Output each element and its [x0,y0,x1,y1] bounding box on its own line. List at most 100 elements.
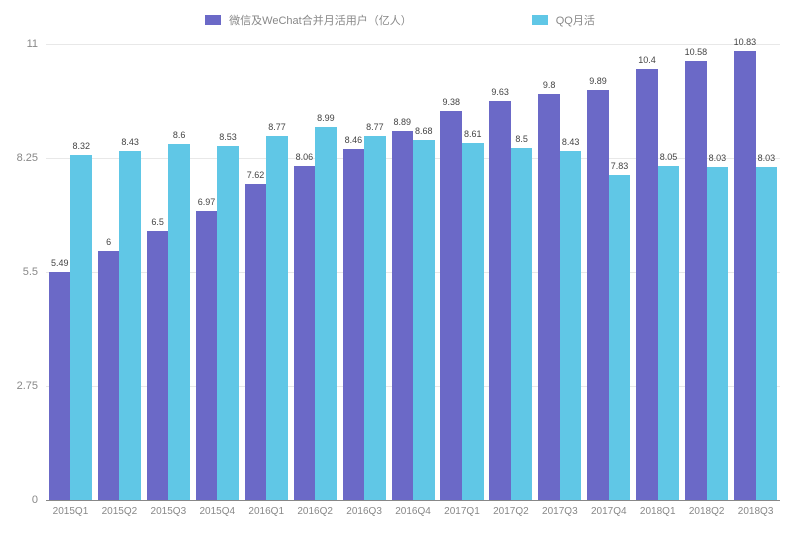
x-tick-label: 2015Q4 [199,500,235,517]
y-tick-label: 5.5 [23,266,46,278]
bar-value-label: 8.32 [72,141,90,151]
bar-group: 6.58.62015Q3 [144,44,193,500]
bar-value-label: 9.38 [442,97,460,107]
bar-qq: 8.43 [119,151,141,500]
x-tick-label: 2016Q2 [297,500,333,517]
bar-wechat: 7.62 [245,184,267,500]
bar-value-label: 10.58 [685,47,708,57]
bar-value-label: 8.06 [296,152,314,162]
y-tick-label: 0 [32,494,46,506]
bar-wechat: 10.58 [685,61,707,500]
plot-area: 02.755.58.2511 5.498.322015Q168.432015Q2… [46,44,780,500]
bar-value-label: 10.83 [734,37,757,47]
x-tick-label: 2017Q3 [542,500,578,517]
bar-value-label: 6.5 [151,217,164,227]
x-tick-label: 2015Q3 [151,500,187,517]
x-tick-label: 2015Q2 [102,500,138,517]
bar-value-label: 6.97 [198,197,216,207]
bar-wechat: 6.5 [147,231,169,500]
bar-group: 7.628.772016Q1 [242,44,291,500]
x-tick-label: 2015Q1 [53,500,89,517]
bar-value-label: 8.05 [660,152,678,162]
bar-wechat: 8.46 [343,149,365,500]
bar-qq: 8.99 [315,127,337,500]
bar-wechat: 10.4 [636,69,658,500]
bar-qq: 8.32 [70,155,92,500]
bar-value-label: 9.8 [543,80,556,90]
legend-item-wechat: 微信及WeChat合并月活用户（亿人） [205,12,412,28]
bar-wechat: 9.63 [489,101,511,500]
bar-group: 9.897.832017Q4 [584,44,633,500]
bar-value-label: 8.77 [268,122,286,132]
legend-item-qq: QQ月活 [532,12,595,28]
bar-wechat: 9.8 [538,94,560,500]
x-tick-label: 2016Q4 [395,500,431,517]
y-tick-label: 11 [27,38,46,50]
bar-value-label: 5.49 [51,258,69,268]
bar-group: 8.068.992016Q2 [291,44,340,500]
bar-value-label: 8.5 [515,134,528,144]
bar-value-label: 8.68 [415,126,433,136]
bar-qq: 8.05 [658,166,680,500]
bar-qq: 8.77 [364,136,386,500]
bar-value-label: 10.4 [638,55,656,65]
x-tick-label: 2016Q1 [248,500,284,517]
bar-qq: 8.77 [266,136,288,500]
bar-group: 9.638.52017Q2 [486,44,535,500]
bar-qq: 8.53 [217,146,239,500]
bar-group: 9.388.612017Q1 [438,44,487,500]
bar-value-label: 8.03 [758,153,776,163]
bar-qq: 8.68 [413,140,435,500]
bar-wechat: 9.38 [440,111,462,500]
bar-group: 10.48.052018Q1 [633,44,682,500]
bar-group: 9.88.432017Q3 [535,44,584,500]
legend-swatch [205,15,221,25]
bar-wechat: 8.06 [294,166,316,500]
bar-group: 6.978.532015Q4 [193,44,242,500]
bar-value-label: 8.89 [394,117,412,127]
bar-wechat: 6.97 [196,211,218,500]
x-tick-label: 2016Q3 [346,500,382,517]
bar-value-label: 8.77 [366,122,384,132]
bar-value-label: 9.63 [491,87,509,97]
bar-qq: 8.61 [462,143,484,500]
legend-swatch [532,15,548,25]
bar-qq: 7.83 [609,175,631,500]
x-tick-label: 2017Q1 [444,500,480,517]
x-tick-label: 2018Q2 [689,500,725,517]
bar-value-label: 8.46 [345,135,363,145]
bar-group: 68.432015Q2 [95,44,144,500]
bar-wechat: 6 [98,251,120,500]
x-tick-label: 2018Q1 [640,500,676,517]
y-tick-label: 2.75 [17,380,46,392]
bar-value-label: 8.53 [219,132,237,142]
bar-wechat: 9.89 [587,90,609,500]
bar-wechat: 8.89 [392,131,414,500]
chart-container: 微信及WeChat合并月活用户（亿人） QQ月活 02.755.58.2511 … [0,0,800,540]
bar-value-label: 7.83 [611,161,629,171]
x-tick-label: 2017Q2 [493,500,529,517]
bar-group: 8.468.772016Q3 [340,44,389,500]
bar-qq: 8.6 [168,144,190,501]
x-tick-label: 2017Q4 [591,500,627,517]
bar-groups: 5.498.322015Q168.432015Q26.58.62015Q36.9… [46,44,780,500]
bar-group: 5.498.322015Q1 [46,44,95,500]
bar-qq: 8.03 [756,167,778,500]
bar-wechat: 10.83 [734,51,756,500]
bar-value-label: 8.43 [562,137,580,147]
bar-qq: 8.03 [707,167,729,500]
x-tick-label: 2018Q3 [738,500,774,517]
y-tick-label: 8.25 [17,152,46,164]
bar-value-label: 7.62 [247,170,265,180]
bar-group: 8.898.682016Q4 [389,44,438,500]
bar-value-label: 8.61 [464,129,482,139]
bar-value-label: 8.43 [121,137,139,147]
bar-group: 10.838.032018Q3 [731,44,780,500]
bar-group: 10.588.032018Q2 [682,44,731,500]
bar-wechat: 5.49 [49,272,71,500]
bar-value-label: 8.99 [317,113,335,123]
bar-qq: 8.43 [560,151,582,500]
bar-qq: 8.5 [511,148,533,500]
legend-label: QQ月活 [556,12,595,28]
bar-value-label: 6 [106,237,111,247]
